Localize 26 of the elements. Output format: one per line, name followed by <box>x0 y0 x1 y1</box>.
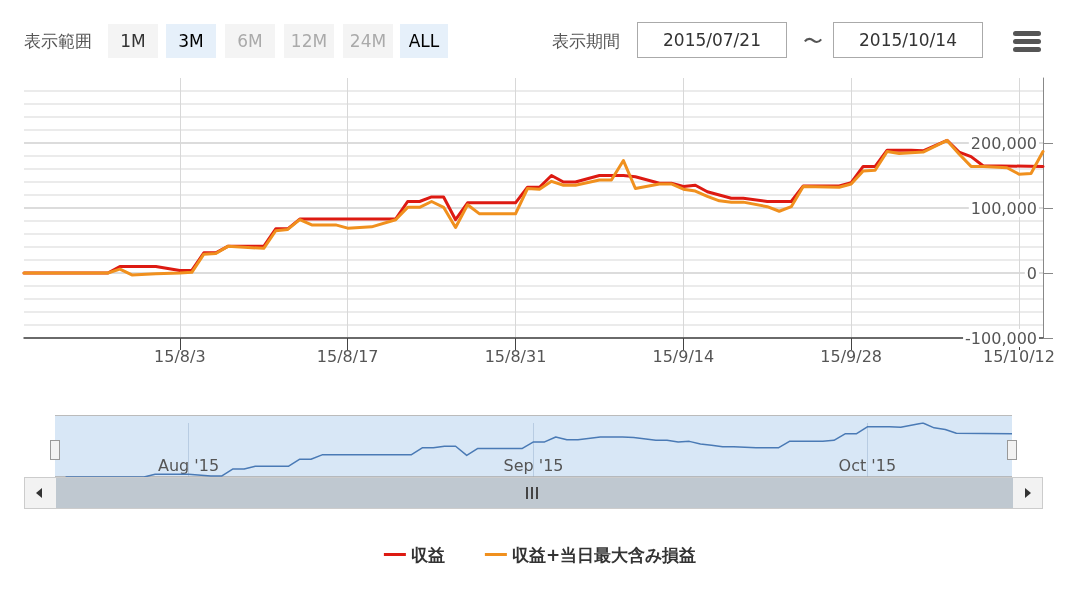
text: 12M <box>284 24 334 58</box>
text: 24M <box>343 24 393 58</box>
x-tick-label: Sep '15 <box>503 455 564 475</box>
x-tick-label: 15/8/31 <box>484 346 547 366</box>
y-tick-label: -100,000 <box>965 328 1037 348</box>
x-tick-label: 15/8/17 <box>316 346 379 366</box>
x-tick-label: 15/10/12 <box>983 346 1055 366</box>
y-tick-label: 200,000 <box>970 133 1037 153</box>
y-tick-label: 0 <box>1026 263 1037 283</box>
text: 表示範囲 <box>24 30 92 53</box>
x-tick-label: 15/8/3 <box>154 346 206 366</box>
text: 〜 <box>803 28 823 55</box>
text: 2015/07/21 <box>637 22 787 58</box>
text: 6M <box>225 24 275 58</box>
text: 表示期間 <box>552 30 620 53</box>
x-tick-label: Aug '15 <box>157 455 220 475</box>
legend-label: 収益 <box>410 544 445 565</box>
text: 2015/10/14 <box>833 22 983 58</box>
legend-label: 収益+当日最大含み損益 <box>511 544 697 565</box>
y-tick-label: 100,000 <box>970 198 1037 218</box>
text: ALL <box>400 24 448 58</box>
x-tick-label: Oct '15 <box>838 455 897 475</box>
text: 3M <box>166 24 216 58</box>
x-tick-label: 15/9/28 <box>820 346 883 366</box>
text: 1M <box>108 24 158 58</box>
x-tick-label: 15/9/14 <box>652 346 715 366</box>
